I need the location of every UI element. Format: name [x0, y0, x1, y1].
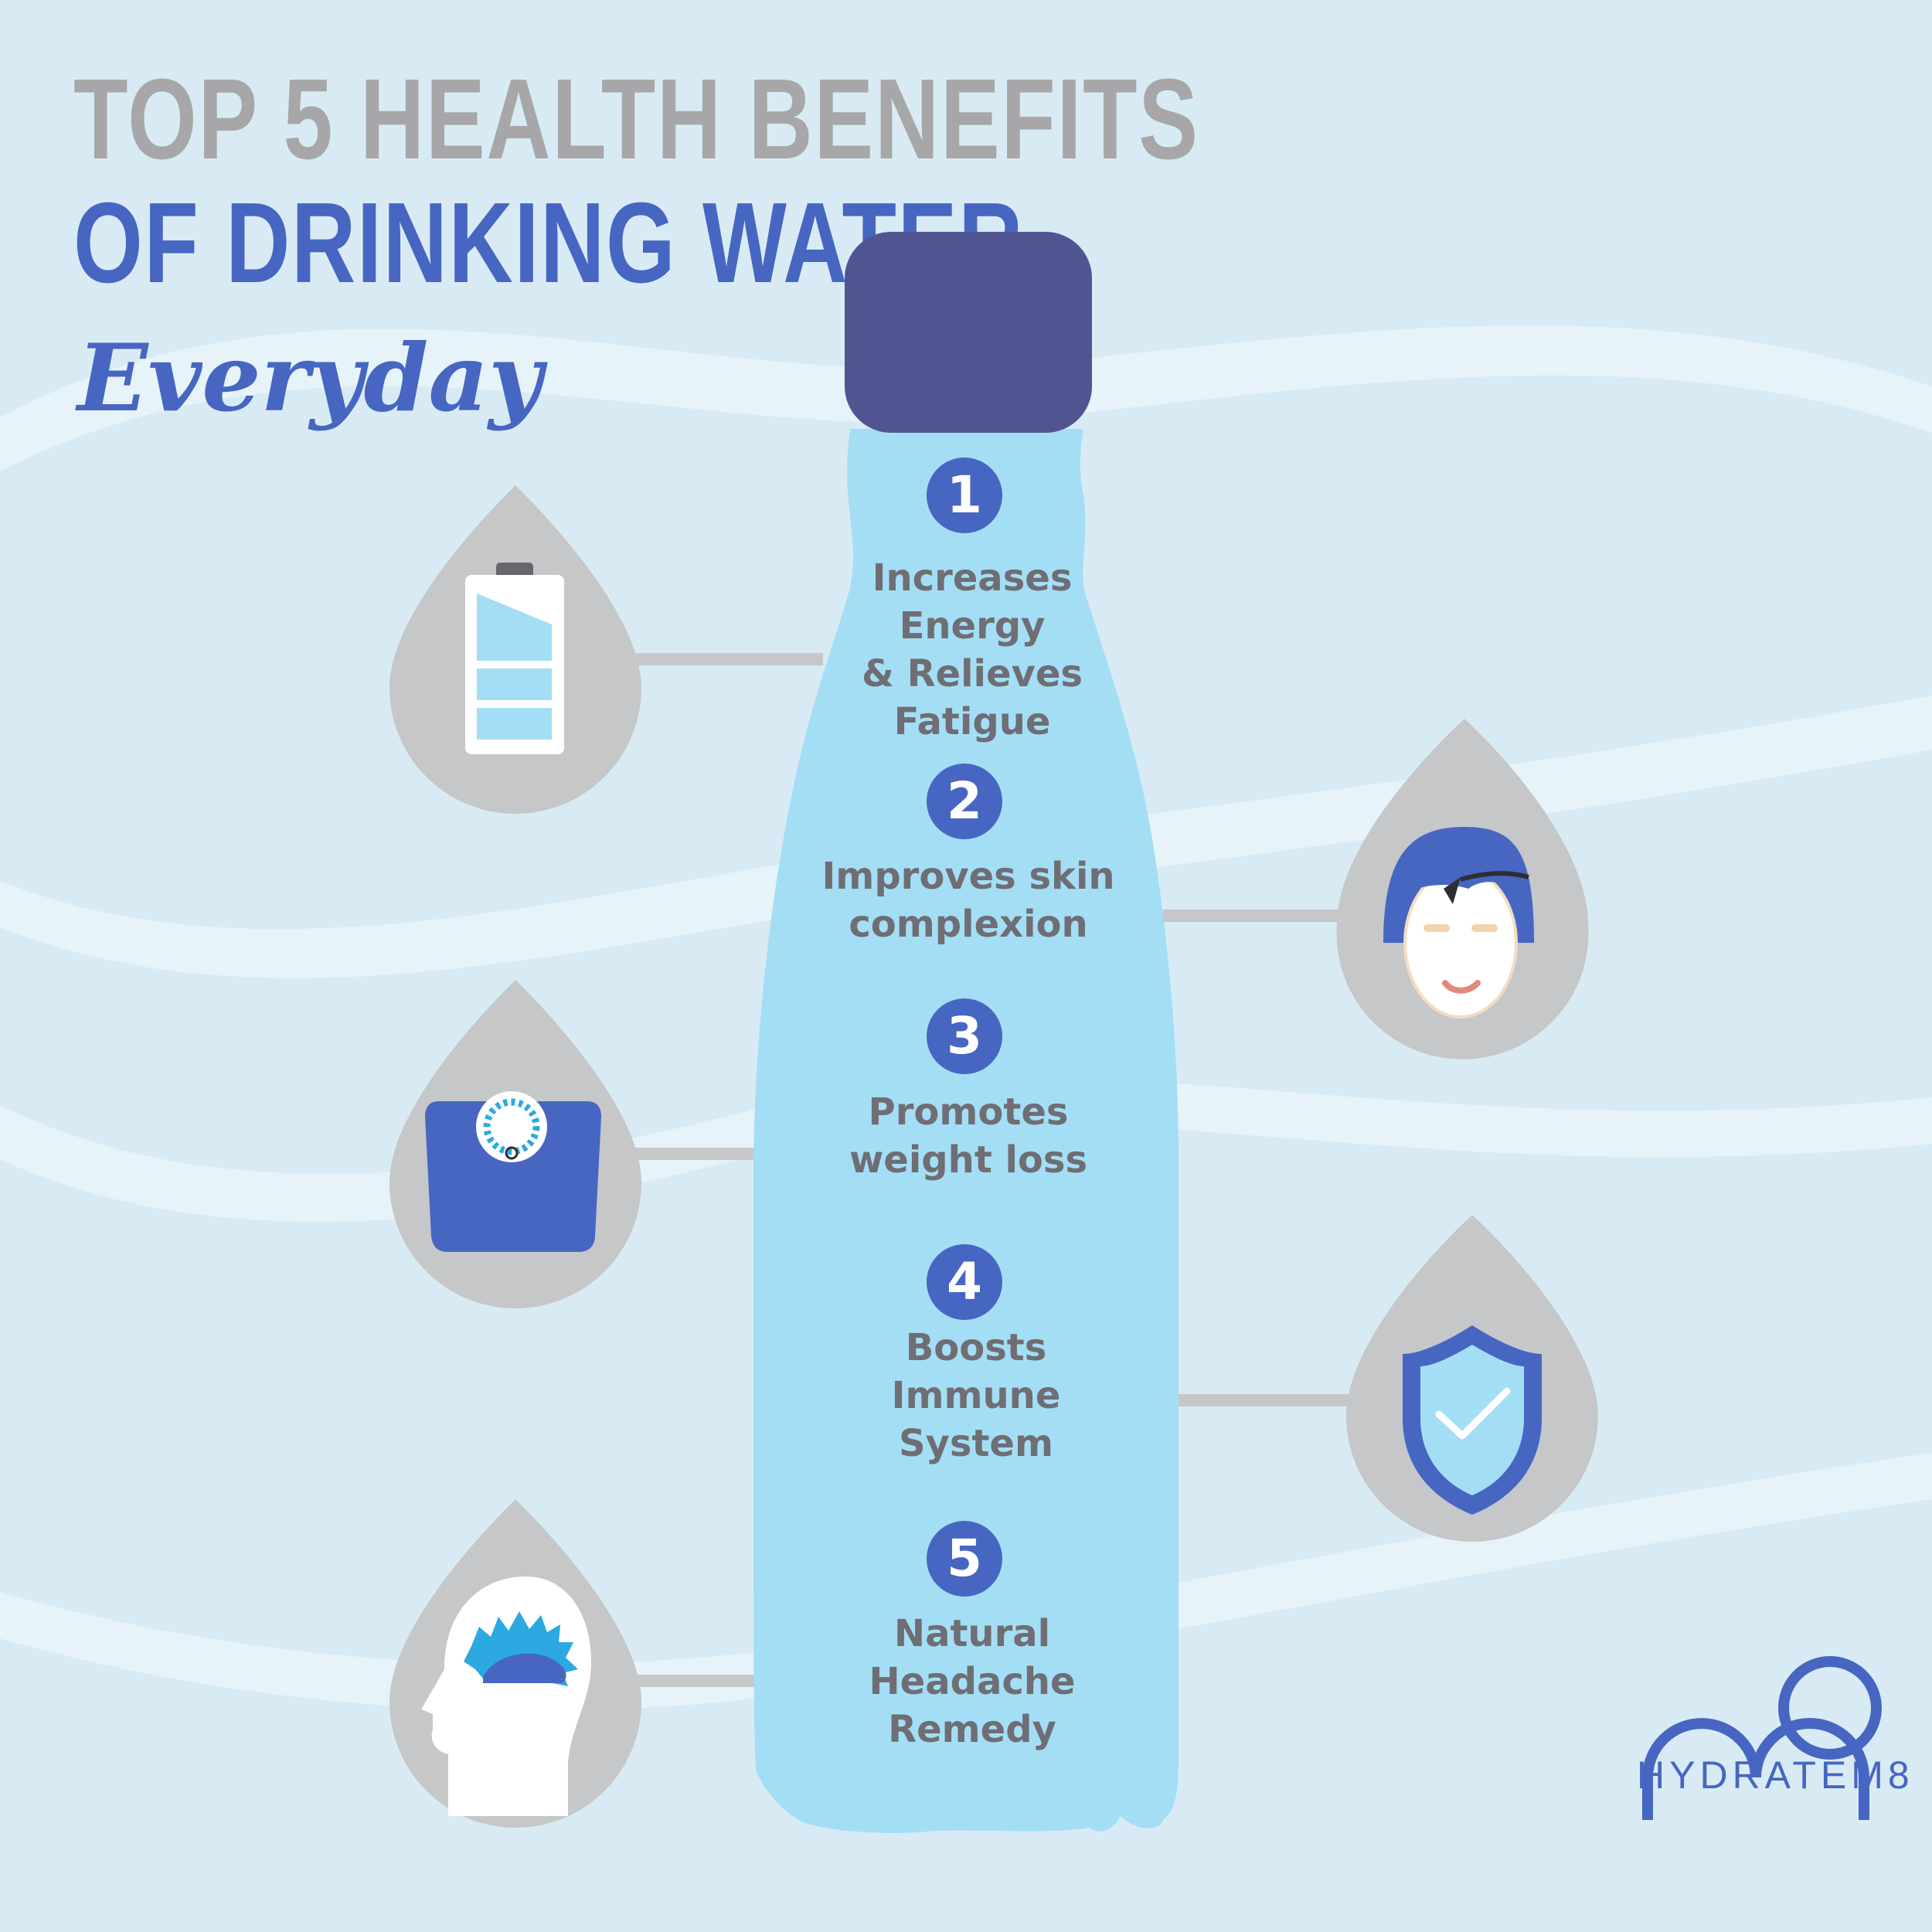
scale-body	[425, 1101, 601, 1252]
benefit-label: Improves skin complexion	[821, 855, 1115, 946]
wave-band	[0, 696, 1932, 978]
shield-inner	[1420, 1345, 1524, 1495]
face-mask-face	[1403, 867, 1518, 1019]
connector-lines	[630, 653, 1352, 1687]
battery-level	[477, 594, 552, 661]
benefit-number-badge: 3	[927, 998, 1002, 1074]
title-line-3: Everyday	[77, 324, 543, 433]
face-mask-eye	[1423, 924, 1450, 932]
benefit-label: Boosts Immune System	[891, 1326, 1061, 1465]
face-mask-hair	[1444, 877, 1461, 904]
benefit-number-badge: 5	[927, 1521, 1002, 1597]
brand-name: HYDRATEM8	[1637, 1753, 1914, 1797]
battery-level	[477, 668, 552, 700]
face-mask-eye	[1471, 924, 1498, 932]
face-mask-icon	[1383, 827, 1534, 1019]
face-mask-mouth	[1442, 980, 1481, 994]
battery-terminal	[496, 563, 533, 578]
scale-dial-center	[505, 1146, 519, 1160]
benefit-number-badge: 4	[927, 1244, 1002, 1320]
benefit-label: Natural Headache Remedy	[869, 1612, 1076, 1751]
headache-head-icon	[421, 1577, 591, 1816]
face-mask-band	[1460, 871, 1529, 882]
hydratem8-logo-icon	[1642, 1656, 1882, 1820]
logo-arcs	[1642, 1718, 1869, 1820]
battery-level	[477, 708, 552, 740]
logo-circle	[1778, 1656, 1882, 1760]
benefit-number-badge: 1	[927, 457, 1002, 533]
shield-check-icon	[1403, 1325, 1542, 1515]
weight-scale-icon	[425, 1091, 601, 1252]
bottle-body	[753, 429, 1179, 1833]
title-line-1: TOP 5 HEALTH BENEFITS	[73, 56, 1199, 183]
benefit-label: Promotes weight loss	[849, 1090, 1088, 1182]
benefit-number-badge: 2	[927, 764, 1002, 839]
benefit-label: Increases Energy & Relieves Fatigue	[862, 556, 1083, 743]
face-mask-turban	[1391, 828, 1530, 900]
scale-dial-ticks	[483, 1098, 540, 1155]
battery-icon	[465, 563, 564, 754]
check-mark	[1435, 1387, 1511, 1440]
scale-dial	[476, 1091, 547, 1162]
bottle-cap	[845, 232, 1092, 433]
brain-core	[483, 1653, 566, 1683]
